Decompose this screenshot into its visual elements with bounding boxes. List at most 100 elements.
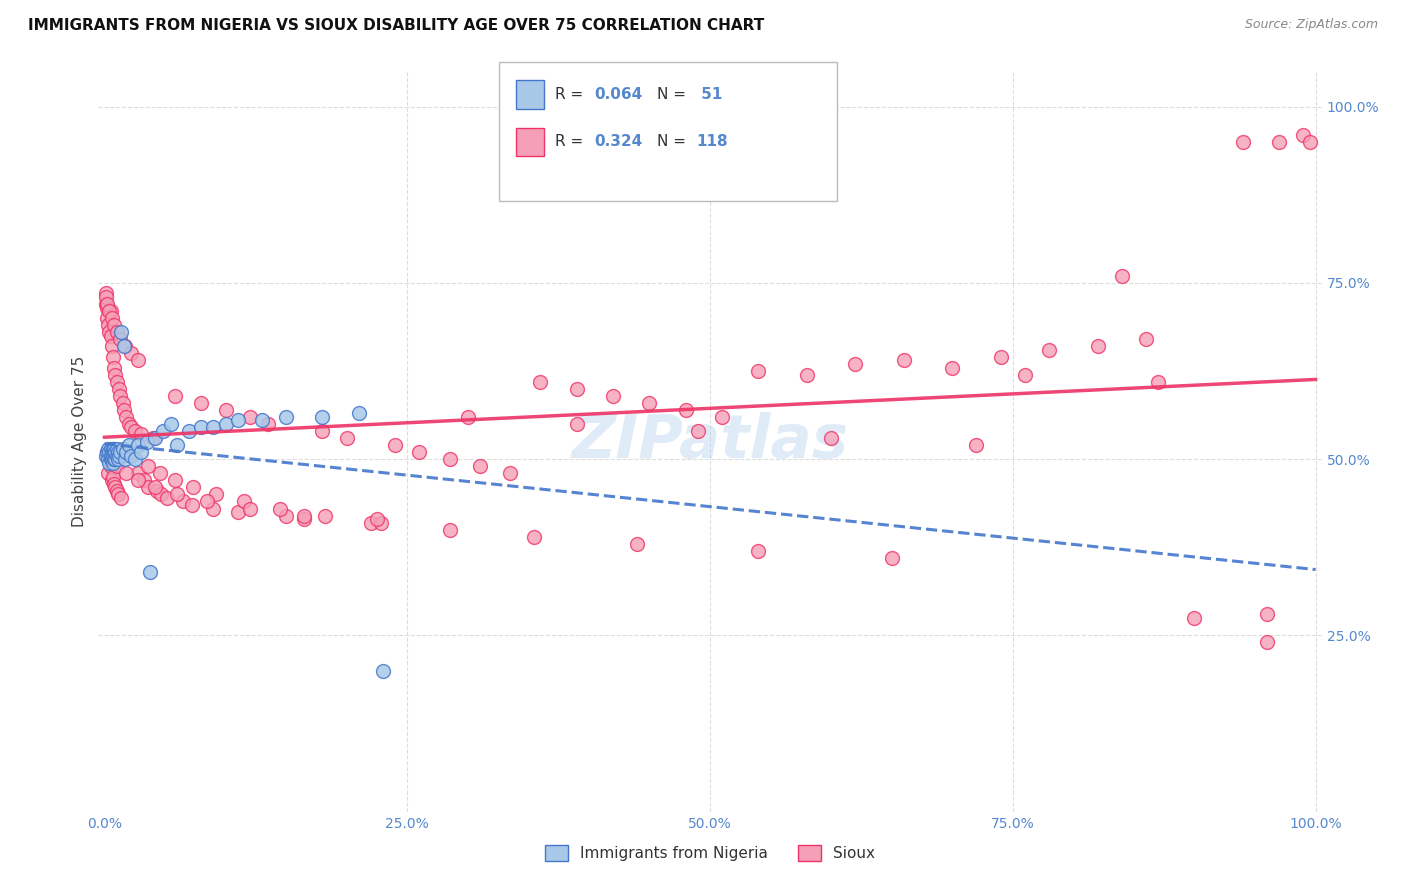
Point bbox=[179, 424, 201, 438]
Text: 0.324: 0.324 bbox=[595, 135, 643, 149]
Point bbox=[100, 473, 122, 487]
Point bbox=[675, 402, 697, 417]
Point bbox=[97, 467, 120, 481]
Point bbox=[314, 508, 336, 523]
Point bbox=[166, 438, 188, 452]
Point bbox=[1256, 607, 1278, 622]
Point bbox=[124, 424, 146, 438]
Text: 0.064: 0.064 bbox=[595, 87, 643, 102]
Point bbox=[439, 523, 461, 537]
Point bbox=[104, 452, 127, 467]
Point bbox=[172, 494, 194, 508]
Point bbox=[711, 409, 734, 424]
Y-axis label: Disability Age Over 75: Disability Age Over 75 bbox=[72, 356, 87, 527]
Point bbox=[97, 318, 120, 333]
Point bbox=[408, 445, 430, 459]
Point bbox=[115, 409, 138, 424]
Point bbox=[142, 431, 165, 445]
Point bbox=[100, 445, 122, 459]
Point bbox=[118, 438, 141, 452]
Point bbox=[190, 420, 212, 434]
Point bbox=[110, 445, 132, 459]
Point bbox=[100, 311, 122, 326]
Point bbox=[94, 290, 117, 304]
Point bbox=[96, 445, 118, 459]
Point bbox=[120, 449, 142, 463]
Point bbox=[96, 445, 118, 459]
Point bbox=[1014, 368, 1036, 382]
Point bbox=[100, 339, 122, 353]
Point bbox=[111, 442, 134, 456]
Point bbox=[101, 442, 124, 456]
Point bbox=[120, 346, 142, 360]
Point bbox=[311, 424, 333, 438]
Point bbox=[292, 508, 315, 523]
Point bbox=[98, 325, 121, 339]
Point bbox=[100, 459, 122, 474]
Point bbox=[893, 353, 915, 368]
Point bbox=[226, 413, 249, 427]
Point bbox=[104, 445, 127, 459]
Point bbox=[180, 498, 202, 512]
Point bbox=[135, 434, 157, 449]
Point bbox=[98, 304, 121, 318]
Point bbox=[129, 427, 152, 442]
Point bbox=[127, 353, 149, 368]
Point bbox=[94, 449, 117, 463]
Point bbox=[105, 459, 128, 474]
Point bbox=[143, 431, 166, 445]
Point bbox=[94, 286, 117, 301]
Point bbox=[250, 413, 273, 427]
Point bbox=[100, 449, 122, 463]
Point bbox=[880, 550, 903, 565]
Point bbox=[103, 442, 125, 456]
Point bbox=[101, 456, 124, 470]
Point bbox=[360, 516, 382, 530]
Point bbox=[107, 452, 129, 467]
Point bbox=[1256, 635, 1278, 649]
Point bbox=[97, 452, 120, 467]
Point bbox=[108, 449, 131, 463]
Point bbox=[747, 544, 769, 558]
Point bbox=[202, 420, 225, 434]
Point bbox=[105, 483, 128, 498]
Point bbox=[101, 350, 124, 364]
Point bbox=[118, 417, 141, 431]
Point bbox=[103, 360, 125, 375]
Point bbox=[384, 438, 406, 452]
Point bbox=[1232, 135, 1254, 149]
Point bbox=[565, 382, 588, 396]
Point bbox=[347, 406, 370, 420]
Point bbox=[239, 409, 262, 424]
Point bbox=[311, 409, 333, 424]
Point bbox=[166, 487, 188, 501]
Text: ZIPatlas: ZIPatlas bbox=[571, 412, 849, 471]
Point bbox=[626, 537, 648, 551]
Point bbox=[134, 473, 156, 487]
Point bbox=[190, 396, 212, 410]
Point bbox=[98, 452, 121, 467]
Text: IMMIGRANTS FROM NIGERIA VS SIOUX DISABILITY AGE OVER 75 CORRELATION CHART: IMMIGRANTS FROM NIGERIA VS SIOUX DISABIL… bbox=[28, 18, 765, 33]
Point bbox=[103, 452, 125, 467]
Point bbox=[844, 357, 866, 371]
Point bbox=[202, 501, 225, 516]
Point bbox=[197, 494, 219, 508]
Point bbox=[114, 339, 136, 353]
Point bbox=[143, 480, 166, 494]
Point bbox=[336, 431, 359, 445]
Point bbox=[145, 483, 167, 498]
Point bbox=[1298, 135, 1320, 149]
Point bbox=[371, 664, 394, 678]
Point bbox=[160, 417, 183, 431]
Text: R =: R = bbox=[555, 135, 589, 149]
Text: 51: 51 bbox=[696, 87, 723, 102]
Point bbox=[1268, 135, 1291, 149]
Point bbox=[1111, 268, 1133, 283]
Point bbox=[602, 389, 624, 403]
Point bbox=[112, 402, 135, 417]
Point bbox=[105, 325, 128, 339]
Point bbox=[226, 505, 249, 519]
Point bbox=[104, 480, 127, 494]
Point bbox=[112, 339, 135, 353]
Point bbox=[105, 442, 128, 456]
